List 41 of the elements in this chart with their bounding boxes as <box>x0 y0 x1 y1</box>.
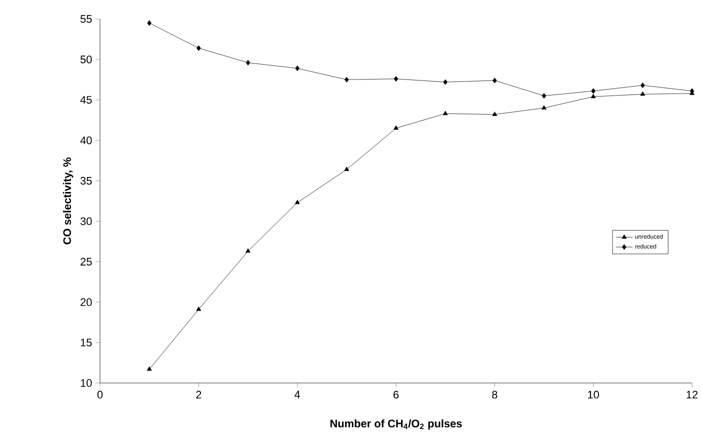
x-tick-label: 2 <box>196 390 202 398</box>
point <box>542 93 546 99</box>
x-axis-title: Number of CH$_{4}$/O$_{2}$ pulses <box>330 419 462 430</box>
y-tick-label: 55 <box>80 15 92 23</box>
point <box>591 88 596 94</box>
x-tick-label: 8 <box>492 390 498 399</box>
x-tick-label: 0 <box>97 390 103 399</box>
point <box>443 79 448 85</box>
x-tick-label: 6 <box>394 390 399 399</box>
y-axis-title: CO selectivity, % <box>62 158 74 244</box>
point <box>344 76 349 82</box>
point <box>542 105 546 110</box>
point <box>295 66 300 72</box>
point <box>394 125 398 130</box>
point <box>246 60 250 66</box>
x-tick-label: 10 <box>588 390 599 399</box>
x-tick-label: 4 <box>294 390 300 398</box>
y-tick-label: 30 <box>80 217 92 226</box>
point <box>196 45 201 51</box>
point <box>394 76 398 82</box>
point <box>492 78 497 84</box>
x-tick-label: 12 <box>686 390 698 398</box>
point <box>640 91 646 96</box>
y-tick-label: 50 <box>80 56 92 64</box>
point <box>640 82 645 88</box>
point <box>294 200 300 204</box>
point <box>196 306 202 311</box>
y-tick-label: 40 <box>80 136 92 144</box>
y-tick-label: 35 <box>80 176 92 185</box>
point <box>246 248 250 253</box>
point <box>442 110 448 116</box>
y-tick-label: 20 <box>80 298 92 306</box>
y-tick-label: 10 <box>80 379 92 387</box>
point <box>492 112 498 116</box>
y-tick-label: 45 <box>80 96 92 104</box>
y-tick-label: 25 <box>80 258 92 266</box>
point <box>146 366 152 371</box>
point <box>590 94 596 98</box>
point <box>344 166 350 171</box>
point <box>147 20 152 26</box>
y-tick-label: 15 <box>80 338 92 346</box>
